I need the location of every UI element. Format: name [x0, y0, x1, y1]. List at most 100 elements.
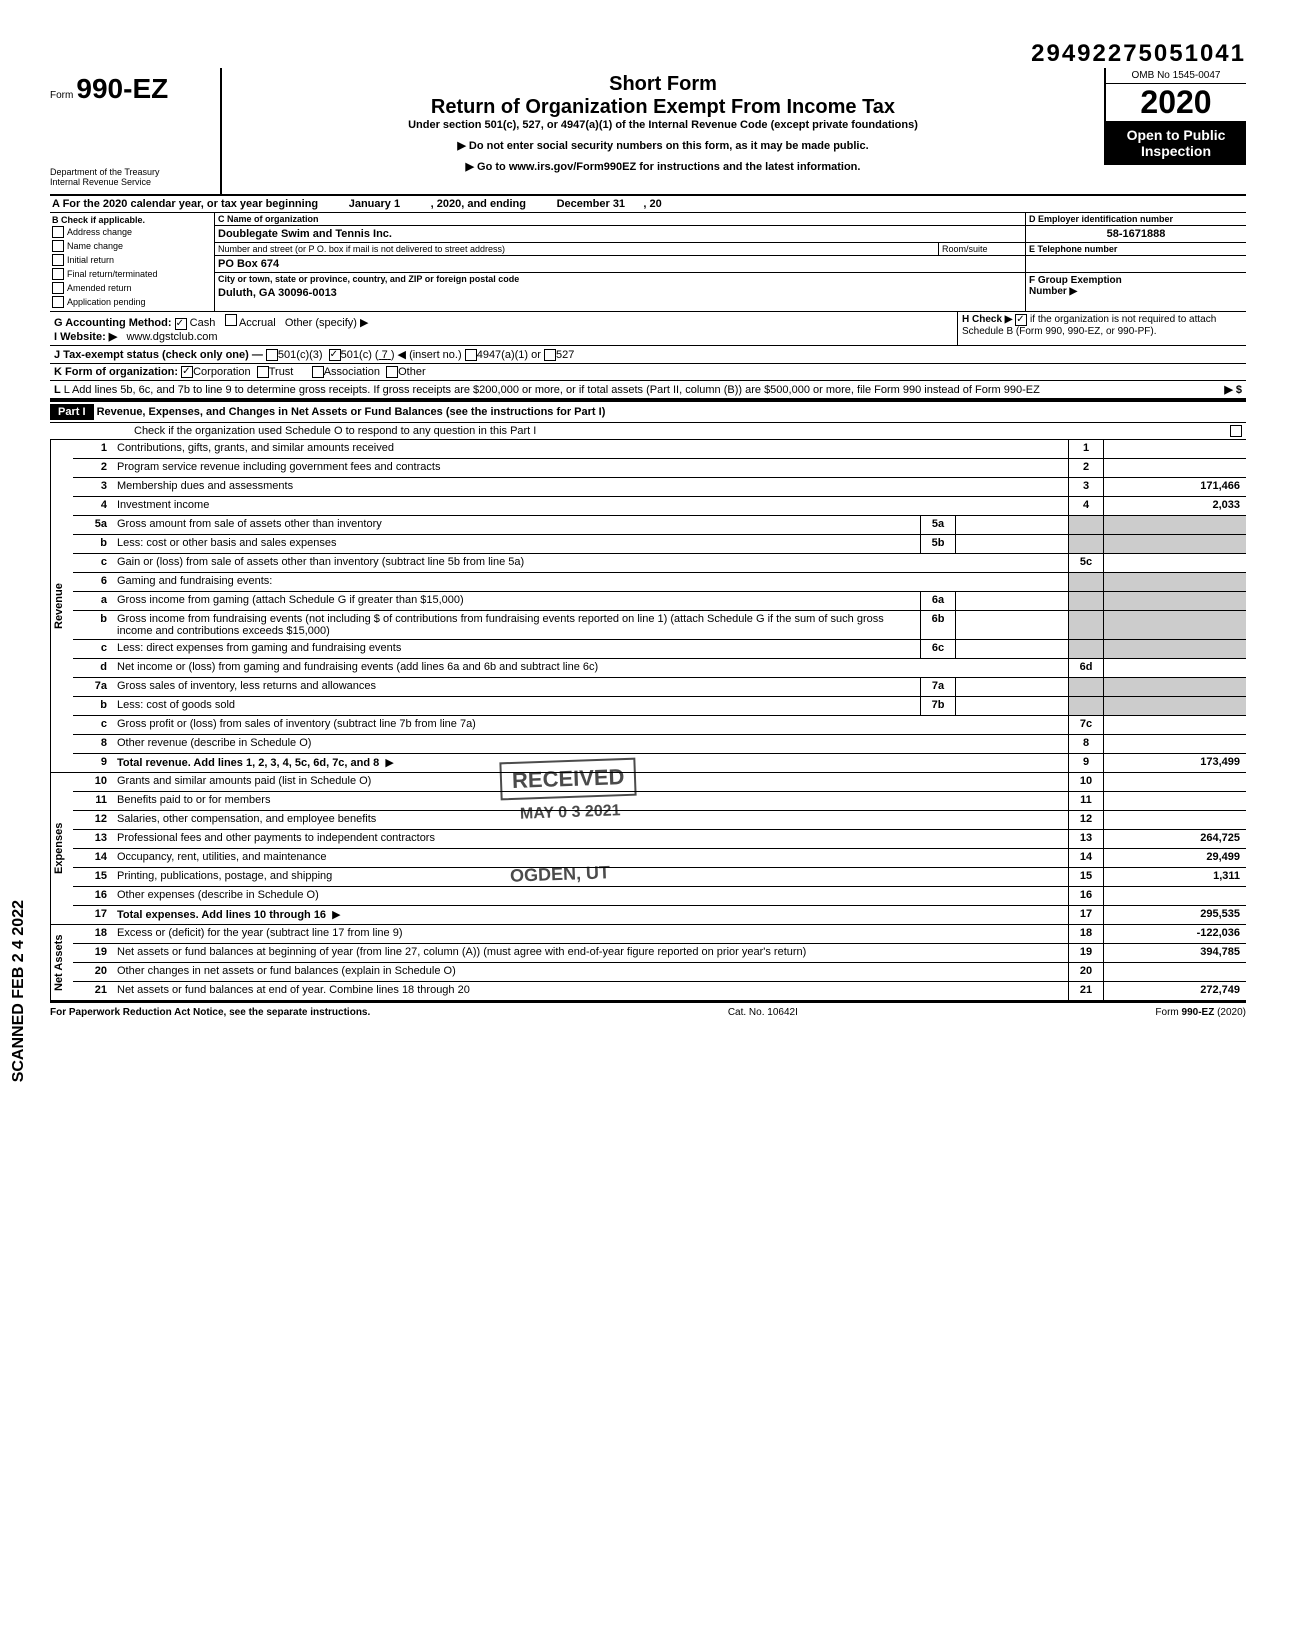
line-5a-box: 5a [920, 516, 956, 534]
period-mid: , 2020, and ending [431, 198, 526, 210]
title-box: Short Form Return of Organization Exempt… [222, 68, 1104, 178]
line-6c-desc: Less: direct expenses from gaming and fu… [113, 640, 920, 658]
dept-treasury: Department of the Treasury Internal Reve… [50, 165, 210, 189]
period-end2: , 20 [643, 198, 661, 210]
netassets-section: Net Assets 18Excess or (deficit) for the… [50, 925, 1246, 1002]
cb-501c3[interactable] [266, 349, 278, 361]
line-11-desc: Benefits paid to or for members [113, 792, 1068, 810]
cb-association[interactable] [312, 366, 324, 378]
line-21-desc: Net assets or fund balances at end of ye… [113, 982, 1068, 1000]
cb-app-pending[interactable]: Application pending [52, 295, 212, 309]
l-arrow: ▶ $ [1122, 383, 1242, 396]
line-18-desc: Excess or (deficit) for the year (subtra… [113, 925, 1068, 943]
open-public-badge: Open to Public Inspection [1106, 121, 1246, 165]
line-4-desc: Investment income [113, 497, 1068, 515]
street-value: PO Box 674 [215, 256, 1025, 273]
line-7b-box: 7b [920, 697, 956, 715]
part1-check-desc: Check if the organization used Schedule … [54, 425, 1230, 437]
line-18-amt: -122,036 [1103, 925, 1246, 943]
cb-amended[interactable]: Amended return [52, 281, 212, 295]
tax-year: 2020 [1106, 84, 1246, 121]
line-21-amt: 272,749 [1103, 982, 1246, 1000]
line-12-desc: Salaries, other compensation, and employ… [113, 811, 1068, 829]
expenses-section: Expenses 10Grants and similar amounts pa… [50, 773, 1246, 925]
cb-schedule-o[interactable] [1230, 425, 1242, 437]
section-b-label: B Check if applicable. [52, 215, 212, 225]
line-8-amt [1103, 735, 1246, 753]
omb-number: OMB No 1545-0047 [1106, 68, 1246, 84]
line-9-desc: Total revenue. Add lines 1, 2, 3, 4, 5c,… [117, 757, 379, 769]
footer: For Paperwork Reduction Act Notice, see … [50, 1002, 1246, 1018]
cb-initial-return[interactable]: Initial return [52, 253, 212, 267]
section-def: D Employer identification number 58-1671… [1026, 213, 1246, 311]
line-16-amt [1103, 887, 1246, 905]
part1-label: Part I [50, 404, 94, 420]
line-20-desc: Other changes in net assets or fund bala… [113, 963, 1068, 981]
line-5a-desc: Gross amount from sale of assets other t… [113, 516, 920, 534]
period-label: A For the 2020 calendar year, or tax yea… [52, 198, 318, 210]
line-10-desc: Grants and similar amounts paid (list in… [113, 773, 1068, 791]
cb-4947[interactable] [465, 349, 477, 361]
line-9-amt: 173,499 [1103, 754, 1246, 772]
line-7c-desc: Gross profit or (loss) from sales of inv… [113, 716, 1068, 734]
warning-2: ▶ Go to www.irs.gov/Form990EZ for instru… [242, 160, 1084, 173]
org-name: Doublegate Swim and Tennis Inc. [215, 226, 1025, 243]
j-label: J Tax-exempt status (check only one) — [54, 349, 263, 361]
part1-check-row: Check if the organization used Schedule … [50, 423, 1246, 440]
line-3-amt: 171,466 [1103, 478, 1246, 496]
line-2-desc: Program service revenue including govern… [113, 459, 1068, 477]
ein-value: 58-1671888 [1026, 226, 1246, 243]
cb-cash[interactable] [175, 318, 187, 330]
revenue-label: Revenue [50, 440, 73, 772]
street-label: Number and street (or P O. box if mail i… [215, 243, 938, 255]
form-header: Form 990-EZ Department of the Treasury I… [50, 68, 1246, 196]
warning-1: ▶ Do not enter social security numbers o… [242, 139, 1084, 152]
dept-line2: Internal Revenue Service [50, 177, 210, 187]
cb-final-return[interactable]: Final return/terminated [52, 267, 212, 281]
website-label: I Website: ▶ [54, 331, 117, 343]
cb-527[interactable] [544, 349, 556, 361]
cb-name-change[interactable]: Name change [52, 239, 212, 253]
cb-corporation[interactable] [181, 366, 193, 378]
footer-left: For Paperwork Reduction Act Notice, see … [50, 1007, 370, 1018]
line-6a-desc: Gross income from gaming (attach Schedul… [113, 592, 920, 610]
line-1-desc: Contributions, gifts, grants, and simila… [113, 440, 1068, 458]
line-15-desc: Printing, publications, postage, and shi… [113, 868, 1068, 886]
phone-label: E Telephone number [1026, 243, 1246, 256]
year-box: OMB No 1545-0047 2020 Open to Public Ins… [1104, 68, 1246, 165]
line-k: K Form of organization: Corporation Trus… [50, 364, 1246, 381]
line-6-desc: Gaming and fundraising events: [113, 573, 1068, 591]
line-4-amt: 2,033 [1103, 497, 1246, 515]
cb-accrual[interactable] [225, 314, 237, 326]
line-6d-amt [1103, 659, 1246, 677]
line-l: L L Add lines 5b, 6c, and 7b to line 9 t… [50, 381, 1246, 400]
scanned-stamp: SCANNED FEB 2 4 2022 [10, 900, 28, 1082]
cb-schedule-b[interactable] [1015, 314, 1027, 326]
line-16-desc: Other expenses (describe in Schedule O) [113, 887, 1068, 905]
line-5c-desc: Gain or (loss) from sale of assets other… [113, 554, 1068, 572]
line-10-amt [1103, 773, 1246, 791]
cb-trust[interactable] [257, 366, 269, 378]
cb-other-org[interactable] [386, 366, 398, 378]
l-desc: L Add lines 5b, 6c, and 7b to line 9 to … [64, 384, 1040, 396]
line-17-amt: 295,535 [1103, 906, 1246, 924]
period-end: December 31 [557, 198, 626, 210]
line-11-amt [1103, 792, 1246, 810]
open-public-line1: Open to Public [1112, 127, 1240, 143]
room-label: Room/suite [938, 243, 1025, 255]
dept-line1: Department of the Treasury [50, 167, 210, 177]
line-h: H Check ▶ if the organization is not req… [957, 312, 1246, 345]
cb-501c[interactable] [329, 349, 341, 361]
cb-address-change[interactable]: Address change [52, 225, 212, 239]
line-12-amt [1103, 811, 1246, 829]
footer-mid: Cat. No. 10642I [728, 1007, 798, 1018]
group-exemption: F Group Exemption Number ▶ [1026, 273, 1246, 299]
period-start: January 1 [349, 198, 400, 210]
line-13-desc: Professional fees and other payments to … [113, 830, 1068, 848]
line-7c-amt [1103, 716, 1246, 734]
top-id-number: 29492275051041 [50, 40, 1246, 68]
line-7b-desc: Less: cost of goods sold [113, 697, 920, 715]
line-j: J Tax-exempt status (check only one) — 5… [50, 346, 1246, 364]
part1-header: Part I Revenue, Expenses, and Changes in… [50, 400, 1246, 423]
h-label: H Check ▶ [962, 314, 1012, 325]
